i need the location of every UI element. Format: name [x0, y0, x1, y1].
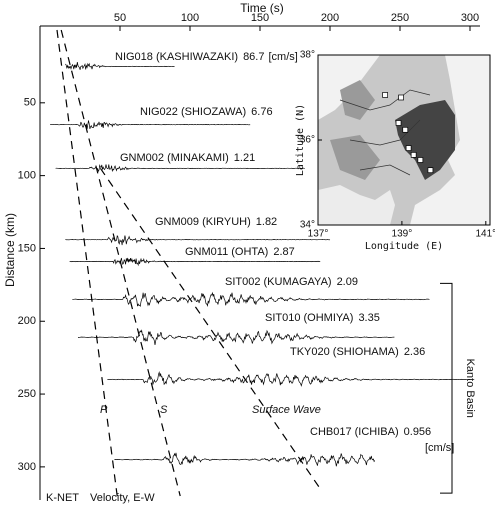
phase-label: S: [160, 404, 168, 416]
y-tick-label: 150: [18, 242, 36, 254]
phase-label: P: [100, 404, 108, 416]
phase-line: [57, 30, 117, 496]
trace-label: GNM002 (MINAKAMI) 1.21: [120, 152, 255, 164]
y-tick-label: 300: [18, 461, 36, 473]
station-name: GNM002 (MINAKAMI): [120, 152, 229, 164]
x-tick-label: 300: [461, 12, 479, 24]
page: {"chart_data": [ {"type": "record-sectio…: [0, 0, 495, 508]
x-tick-label: 50: [114, 12, 126, 24]
map-y-tick-label: 38°: [300, 50, 315, 61]
waveform: [114, 453, 374, 467]
y-tick-label: 50: [24, 97, 36, 109]
map-inset: 137°139°141°34°36°38°Longitude (E)Latitu…: [295, 50, 495, 252]
amplitude-label: 6.76: [251, 106, 272, 118]
station-marker: [411, 152, 416, 157]
x-tick-label: 100: [181, 12, 199, 24]
unit-label: [cm/s]: [425, 442, 454, 454]
station-name: SIT010 (OHMIYA): [265, 312, 353, 324]
amplitude-label: 86.7: [243, 51, 264, 63]
waveform: [107, 372, 470, 385]
amplitude-label: 2.09: [337, 276, 358, 288]
waveform: [78, 331, 394, 345]
y-tick-label: 250: [18, 388, 36, 400]
amplitude-label: 2.87: [273, 246, 294, 258]
map-y-tick-label: 34°: [300, 220, 315, 231]
station-marker: [418, 157, 423, 162]
station-name: NIG018 (KASHIWAZAKI): [115, 51, 238, 63]
trace-label: CHB017 (ICHIBA) 0.956: [310, 426, 431, 438]
waveform: [56, 164, 305, 171]
map-x-label: Longitude (E): [365, 241, 443, 252]
component-label: Velocity, E-W: [90, 492, 155, 504]
trace-label: GNM009 (KIRYUH) 1.82: [155, 216, 277, 228]
station-marker: [399, 95, 404, 100]
waveform: [50, 120, 250, 129]
waveform: [70, 258, 321, 265]
region-label: Kanto Basin: [464, 359, 476, 418]
trace-label: SIT002 (KUMAGAYA) 2.09: [225, 276, 358, 288]
station-name: TKY020 (SHIOHAMA): [290, 346, 399, 358]
station-marker: [383, 92, 388, 97]
amplitude-label: 1.21: [234, 152, 255, 164]
unit-label: [cm/s]: [268, 51, 297, 63]
amplitude-label: 0.956: [404, 426, 432, 438]
y-tick-label: 100: [18, 170, 36, 182]
y-axis-label: Distance (km): [3, 213, 17, 287]
x-tick-label: 250: [391, 12, 409, 24]
trace-label: NIG022 (SHIOZAWA) 6.76: [140, 106, 273, 118]
map-x-tick-label: 141°: [475, 229, 495, 240]
phase-label: Surface Wave: [252, 404, 321, 416]
station-name: SIT002 (KUMAGAYA): [225, 276, 332, 288]
trace-label: TKY020 (SHIOHAMA) 2.36: [290, 346, 425, 358]
station-marker: [406, 146, 411, 151]
y-tick-label: 200: [18, 315, 36, 327]
x-tick-label: 200: [321, 12, 339, 24]
waveform: [65, 62, 174, 70]
amplitude-label: 1.82: [256, 216, 277, 228]
trace-label: GNM011 (OHTA) 2.87: [185, 246, 295, 258]
station-marker: [396, 121, 401, 126]
map-y-label: Latitude (N): [295, 104, 306, 176]
waveform: [65, 236, 330, 246]
figure: Time (s) Distance (km) K-NET Velocity, E…: [0, 0, 495, 508]
amplitude-label: 3.35: [358, 312, 379, 324]
x-tick-label: 150: [251, 12, 269, 24]
station-marker: [428, 168, 433, 173]
station-name: GNM009 (KIRYUH): [155, 216, 251, 228]
amplitude-label: 2.36: [404, 346, 425, 358]
source-label: K-NET: [46, 492, 79, 504]
trace-label: SIT010 (OHMIYA) 3.35: [265, 312, 380, 324]
station-name: GNM011 (OHTA): [185, 246, 268, 258]
trace-label: NIG018 (KASHIWAZAKI) 86.7 [cm/s]: [115, 51, 298, 63]
map-x-tick-label: 139°: [392, 229, 413, 240]
station-name: NIG022 (SHIOZAWA): [140, 106, 246, 118]
region-bracket: [440, 283, 452, 493]
station-marker: [403, 127, 408, 132]
station-name: CHB017 (ICHIBA): [310, 426, 399, 438]
waveform: [72, 293, 429, 307]
phase-line: [61, 30, 180, 496]
